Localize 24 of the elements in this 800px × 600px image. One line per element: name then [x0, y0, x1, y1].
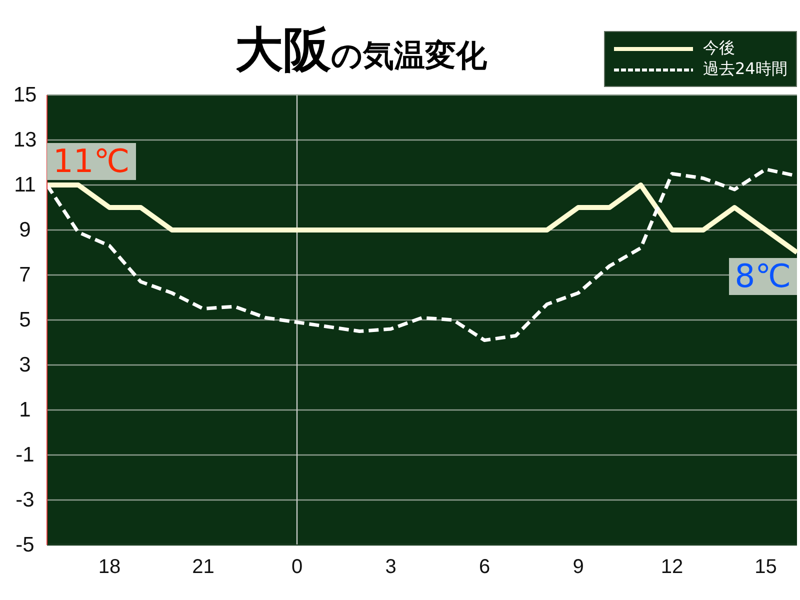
x-tick-label: 0 [291, 556, 303, 578]
y-tick-label: 7 [19, 264, 31, 286]
y-tick-label: -3 [16, 488, 34, 512]
y-tick-label: 9 [19, 218, 31, 242]
y-tick-label: 11 [14, 174, 36, 196]
chart-title: 大阪の気温変化 [235, 22, 487, 78]
legend-label: 過去24時間 [703, 59, 788, 80]
y-tick-label: 3 [19, 354, 31, 376]
y-tick-label: 5 [19, 308, 31, 332]
x-tick-label: 15 [754, 556, 777, 578]
annotation: 11℃ [47, 142, 136, 180]
y-tick-label: 15 [13, 84, 37, 106]
x-tick-label: 21 [192, 556, 214, 578]
legend-label: 今後 [703, 38, 735, 59]
y-tick-label: 13 [13, 128, 37, 152]
x-tick-label: 3 [385, 556, 396, 578]
x-tick-label: 6 [478, 556, 490, 578]
y-tick-label: -1 [16, 444, 34, 466]
x-tick-label: 18 [98, 556, 121, 578]
y-tick-label: -5 [16, 534, 34, 556]
x-tick-label: 9 [572, 556, 584, 578]
y-tick-label: 1 [19, 398, 31, 422]
x-tick-label: 12 [660, 556, 684, 578]
annotation: 8℃ [728, 256, 797, 294]
